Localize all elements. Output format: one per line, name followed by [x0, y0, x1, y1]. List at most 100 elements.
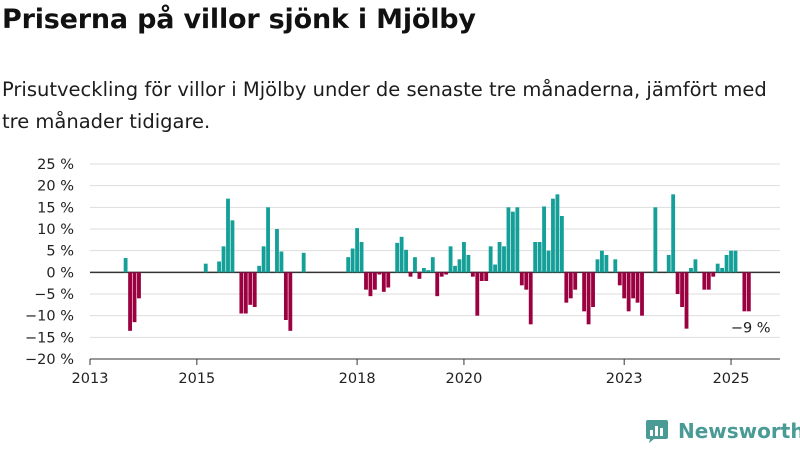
- bar-negative: [524, 272, 529, 290]
- bar-positive: [604, 255, 609, 273]
- bar-positive: [266, 207, 270, 273]
- bar-negative: [372, 272, 377, 290]
- y-axis-tick-labels: 25 % 20 % 15 % 10 % 5 % 0 % −5 % −10 % −15 % −20 …: [25, 157, 74, 368]
- bar-positive: [724, 255, 729, 273]
- bar-negative: [586, 272, 591, 325]
- bar-positive: [453, 265, 457, 273]
- bar-positive: [542, 206, 546, 273]
- bar-positive: [533, 242, 538, 273]
- x-tick-label: 2015: [178, 371, 215, 387]
- bar-negative: [381, 272, 386, 292]
- chart-title: Priserna på villor sjönk i Mjölby: [2, 4, 476, 35]
- bar-negative: [680, 272, 684, 307]
- bar-negative: [239, 272, 244, 314]
- bar-positive: [203, 263, 208, 273]
- bar-positive: [497, 242, 502, 273]
- bar-negative: [568, 272, 573, 299]
- y-tick-label: −10 %: [25, 309, 74, 325]
- bar-positive: [493, 264, 498, 273]
- y-tick-label: 15 %: [37, 200, 74, 216]
- bar-negative: [742, 272, 747, 312]
- bar-negative: [377, 272, 382, 275]
- bar-negative: [684, 272, 689, 329]
- bar-negative: [484, 272, 489, 281]
- bar-negative: [475, 272, 480, 316]
- bar-negative: [128, 272, 132, 331]
- bar-negative: [528, 272, 533, 325]
- bar-negative: [288, 272, 293, 331]
- bars: [123, 194, 751, 331]
- x-tick-label: 2013: [72, 371, 109, 387]
- bar-negative: [439, 272, 444, 277]
- bar-positive: [462, 242, 466, 273]
- bar-negative: [564, 272, 569, 303]
- bar-positive: [733, 250, 738, 273]
- bar-positive: [355, 228, 360, 273]
- bar-positive: [395, 242, 400, 273]
- bar-positive: [426, 270, 431, 273]
- gridlines: [90, 163, 780, 360]
- bar-positive: [301, 252, 306, 273]
- last-value-annotation: −9 %: [731, 320, 771, 336]
- bar-negative: [626, 272, 631, 312]
- bar-negative: [711, 272, 716, 277]
- bar-positive: [689, 268, 693, 273]
- chart-subtitle: Prisutveckling för villor i Mjölby under…: [2, 78, 767, 133]
- bar-positive: [693, 259, 698, 273]
- x-tick-label: 2025: [713, 371, 750, 387]
- y-tick-label: −5 %: [34, 287, 74, 303]
- bar-negative: [283, 272, 288, 320]
- bar-positive: [600, 250, 604, 273]
- bar-negative: [622, 272, 627, 299]
- bar-positive: [502, 246, 506, 273]
- bar-positive: [506, 207, 511, 273]
- bar-positive: [510, 211, 515, 273]
- bar-positive: [279, 251, 284, 273]
- bar-negative: [470, 272, 475, 277]
- bar-negative: [573, 272, 578, 290]
- bar-positive: [515, 207, 520, 273]
- bar-positive: [350, 248, 355, 273]
- bar-positive: [666, 255, 671, 273]
- bar-positive: [261, 246, 266, 273]
- bar-positive: [404, 249, 408, 273]
- bar-negative: [243, 272, 248, 314]
- bar-positive: [123, 258, 128, 273]
- bar-positive: [346, 257, 351, 273]
- bar-positive: [275, 229, 279, 273]
- bar-positive: [221, 246, 226, 273]
- bar-negative: [364, 272, 368, 290]
- y-tick-label: 5 %: [46, 244, 74, 260]
- bar-negative: [132, 272, 137, 323]
- bar-positive: [729, 250, 733, 273]
- y-tick-label: −15 %: [25, 330, 74, 346]
- bar-positive: [715, 263, 720, 273]
- bar-negative: [368, 272, 373, 297]
- y-tick-label: 10 %: [37, 222, 74, 238]
- bar-positive: [537, 242, 542, 273]
- bar-positive: [555, 194, 560, 273]
- x-axis: 2013 2015 2018 2020 2023 2025: [72, 358, 780, 387]
- bar-positive: [595, 259, 600, 273]
- newsworthy-logo-icon: [646, 420, 668, 443]
- bar-positive: [421, 268, 426, 273]
- bar-negative: [386, 272, 391, 288]
- bar-negative: [706, 272, 711, 290]
- bar-positive: [399, 236, 404, 273]
- bar-negative: [248, 272, 253, 305]
- bar-positive: [671, 194, 676, 273]
- annotations: −9 %: [731, 320, 771, 336]
- bar-positive: [613, 259, 618, 273]
- bar-negative: [417, 272, 422, 279]
- y-tick-label: 0 %: [46, 265, 74, 281]
- y-tick-label: −20 %: [25, 352, 74, 368]
- bar-negative: [252, 272, 257, 307]
- bar-positive: [551, 198, 555, 273]
- x-tick-label: 2023: [606, 371, 643, 387]
- bar-positive: [488, 246, 493, 273]
- bar-negative: [746, 272, 751, 312]
- bar-positive: [230, 220, 235, 273]
- bar-negative: [631, 272, 636, 299]
- bar-positive: [653, 207, 658, 273]
- y-tick-label: 20 %: [37, 179, 74, 195]
